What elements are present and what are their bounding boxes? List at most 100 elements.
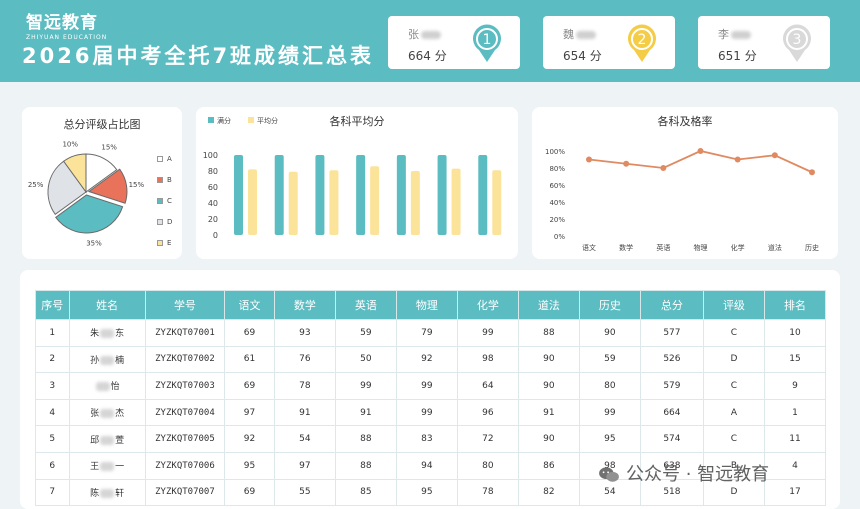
table-cell: 3 [35,372,70,400]
table-row[interactable]: 2 孙楠 ZYZKQT07002 61 76 50 92 98 90 59 526 D 15 [35,345,827,374]
table-cell: 97 [273,451,336,480]
table-cell: 11 [763,425,827,453]
table-cell: ZYZKQT07003 [144,372,226,400]
pie-slice-d [47,160,87,216]
legend-swatch [157,177,163,183]
line-y-tick: 100% [545,148,565,156]
table-cell: ZYZKQT07007 [144,478,226,507]
table-cell: 93 [273,319,336,347]
legend-label: D [167,218,173,226]
student-name: 李 [718,28,729,41]
table-cell: ZYZKQT07004 [144,398,226,427]
line-x-tick: 数学 [619,243,633,252]
column-header[interactable]: 语文 [224,290,275,320]
pie-slice-label: 35% [86,239,102,247]
table-cell: 99 [395,398,458,427]
column-header[interactable]: 排名 [763,290,827,320]
page-title: 2026届中考全托7班成绩汇总表 [22,44,375,68]
table-cell: 99 [578,398,641,427]
rank-card-1: 张 664 分 1 [388,16,520,69]
line-series [588,150,813,174]
table-cell: A [702,398,765,427]
score-table: 序号 姓名 学号 语文 数学 英语 物理 化学 道法 历史 总分 评级 排名 1 朱东 ZYZKQT0700… [35,290,827,507]
pie-chart-panel: 总分评级占比图 15% 15% 35% 25% 10% A B C D E [22,107,182,259]
table-row[interactable]: 7 陈轩 ZYZKQT07007 69 55 85 95 78 82 54 518 D 17 [35,478,827,507]
table-cell: 72 [456,425,519,453]
table-row[interactable]: 3 怡 ZYZKQT07003 69 78 99 99 64 90 80 579 C 9 [35,372,827,400]
column-header[interactable]: 道法 [517,290,580,320]
score-table-panel: 序号 姓名 学号 语文 数学 英语 物理 化学 道法 历史 总分 评级 排名 1 朱东 ZYZKQT0700… [20,270,840,509]
name-redaction [421,31,441,39]
column-header[interactable]: 物理 [395,290,458,320]
logo-text: 智远教育 [26,13,98,33]
table-cell: 张杰 [68,398,146,427]
table-cell: ZYZKQT07002 [144,345,226,374]
table-cell: 91 [273,398,336,427]
table-row[interactable]: 6 王一 ZYZKQT07006 95 97 88 94 80 86 98 638 B 4 [35,451,827,480]
line-y-tick: 40% [549,199,565,207]
rank-2-pin-icon: 2 [628,24,656,62]
table-row[interactable]: 4 张杰 ZYZKQT07004 97 91 91 99 96 91 99 664 A 1 [35,398,827,427]
table-cell: 95 [224,451,275,480]
table-cell: 1 [763,398,827,427]
table-cell: D [702,345,765,374]
line-y-tick: 20% [549,216,565,224]
line-x-tick: 化学 [731,243,745,252]
column-header[interactable]: 数学 [273,290,336,320]
column-header[interactable]: 学号 [144,290,226,320]
table-cell: 79 [395,319,458,347]
column-header[interactable]: 历史 [578,290,641,320]
column-header[interactable]: 姓名 [68,290,146,320]
line-chart: 各科及格率 100% 80% 60% 40% 20% 0% 语文 数学 英语 物理 化学 道法 历史 [545,114,819,252]
table-cell: 50 [334,345,397,374]
bar-legend-label: 满分 [217,116,231,125]
rank-3-pin-icon: 3 [783,24,811,62]
table-cell: 92 [224,425,275,453]
table-cell: 98 [456,345,519,374]
rank-card-3: 李 651 分 3 [698,16,830,69]
table-cell: 99 [334,372,397,400]
line-point-2 [660,165,667,171]
bar-chart: 各科平均分 满分 平均分 100 80 60 40 20 0 [203,114,502,240]
student-name: 陈 [90,488,100,499]
line-point-1 [623,160,630,167]
name-redaction [576,31,596,39]
line-chart-title: 各科及格率 [658,114,713,128]
table-cell: 99 [395,372,458,400]
table-cell: 54 [273,425,336,453]
pie-slice-c [55,194,124,234]
table-cell: 86 [517,451,580,480]
table-row[interactable]: 5 邱萱 ZYZKQT07005 92 54 88 83 72 90 95 574 C 11 [35,425,827,453]
column-header[interactable]: 评级 [702,290,765,320]
table-cell: 孙楠 [68,345,146,374]
table-cell: 4 [35,398,70,427]
table-cell: 5 [35,425,70,453]
bar-full-6 [478,155,488,235]
legend-label: A [167,155,172,163]
student-score: 654 分 [563,49,602,63]
bar-y-tick: 60 [208,183,218,192]
table-cell: 574 [639,425,704,453]
table-cell: 陈轩 [68,478,146,507]
table-cell: 78 [456,478,519,507]
column-header[interactable]: 英语 [334,290,397,320]
watermark-text: 公众号 · 智远教育 [626,464,770,485]
pie-chart-title: 总分评级占比图 [63,118,141,131]
line-x-tick: 语文 [582,243,596,252]
table-cell: 90 [517,345,580,374]
column-header[interactable]: 化学 [456,290,519,320]
bar-avg-1 [288,171,298,235]
bar-avg-4 [410,171,420,235]
pie-slice-label: 25% [28,181,44,189]
table-row[interactable]: 1 朱东 ZYZKQT07001 69 93 59 79 99 88 90 577 C 10 [35,319,827,347]
table-cell: 90 [517,372,580,400]
student-name: 张 [408,28,419,41]
student-name: 孙 [90,355,100,366]
student-score: 664 分 [408,49,447,63]
pie-legend-item-c: C [157,197,172,205]
logo-subtext: ZHIYUAN EDUCATION [26,34,108,41]
column-header[interactable]: 总分 [639,290,704,320]
line-point-3 [697,148,704,154]
svg-text:1: 1 [483,32,492,48]
column-header[interactable]: 序号 [35,290,70,320]
